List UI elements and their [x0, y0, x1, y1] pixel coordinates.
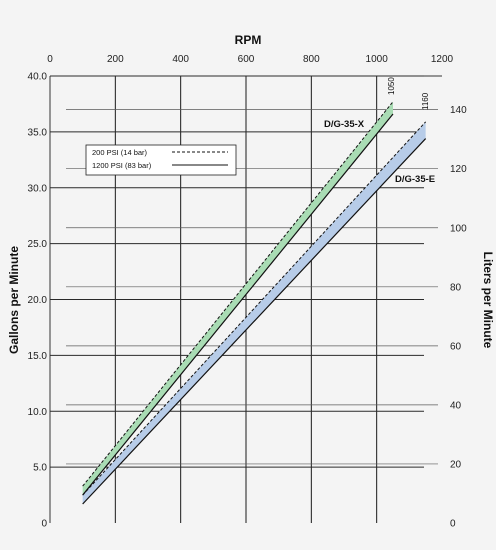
top-tick-label: 1200 [431, 54, 454, 65]
right-tick-label: 0 [450, 519, 456, 530]
right-tick-label: 120 [450, 164, 467, 175]
series-end-label-dg35x: 1050 [387, 77, 396, 95]
legend: 200 PSI (14 bar) 1200 PSI (83 bar) [85, 144, 237, 176]
right-tick-label: 60 [450, 341, 462, 352]
right-tick-label: 140 [450, 105, 467, 116]
right-tick-label: 100 [450, 223, 467, 234]
series-bands [82, 101, 426, 505]
right-axis-title: Liters per Minute [481, 252, 495, 349]
left-tick-label: 5.0 [33, 463, 47, 474]
legend-label-200psi: 200 PSI (14 bar) [92, 148, 148, 157]
left-tick-label: 10.0 [28, 407, 48, 418]
series-band-1 [82, 121, 426, 505]
series-label-dg35e: D/G-35-E [395, 174, 435, 185]
top-tick-label: 1000 [366, 54, 389, 65]
top-tick-label: 200 [107, 54, 124, 65]
series-labels: D/G-35-X D/G-35-E 1050 1160 [324, 77, 435, 185]
series-lines [82, 101, 427, 505]
grid-lines [49, 75, 442, 523]
left-axis-title: Gallons per Minute [7, 246, 21, 354]
series-band-0 [82, 101, 394, 496]
series-line-1200psi-1 [82, 138, 427, 505]
top-tick-label: 600 [238, 54, 255, 65]
left-tick-label: 15.0 [28, 351, 48, 362]
left-tick-label: 0 [41, 519, 47, 530]
series-line-200psi-1 [82, 121, 427, 496]
top-tick-label: 800 [303, 54, 320, 65]
series-end-label-dg35e: 1160 [421, 92, 430, 110]
series-label-dg35x: D/G-35-X [324, 119, 365, 130]
left-tick-label: 20.0 [28, 295, 48, 306]
left-tick-label: 40.0 [28, 72, 48, 83]
series-line-200psi-0 [82, 101, 394, 487]
series-line-1200psi-0 [82, 113, 394, 496]
left-tick-label: 35.0 [28, 127, 48, 138]
right-tick-label: 20 [450, 459, 462, 470]
legend-box [85, 144, 237, 176]
right-tick-label: 40 [450, 400, 462, 411]
top-axis-title: RPM [235, 33, 262, 47]
right-tick-label: 80 [450, 282, 462, 293]
top-tick-label: 0 [47, 54, 53, 65]
legend-label-1200psi: 1200 PSI (83 bar) [92, 161, 152, 170]
left-tick-label: 25.0 [28, 239, 48, 250]
tick-labels: 0 200 400 600 800 1000 120005.010.015.020.025.… [28, 54, 468, 530]
left-tick-label: 30.0 [28, 183, 48, 194]
top-tick-label: 400 [172, 54, 189, 65]
